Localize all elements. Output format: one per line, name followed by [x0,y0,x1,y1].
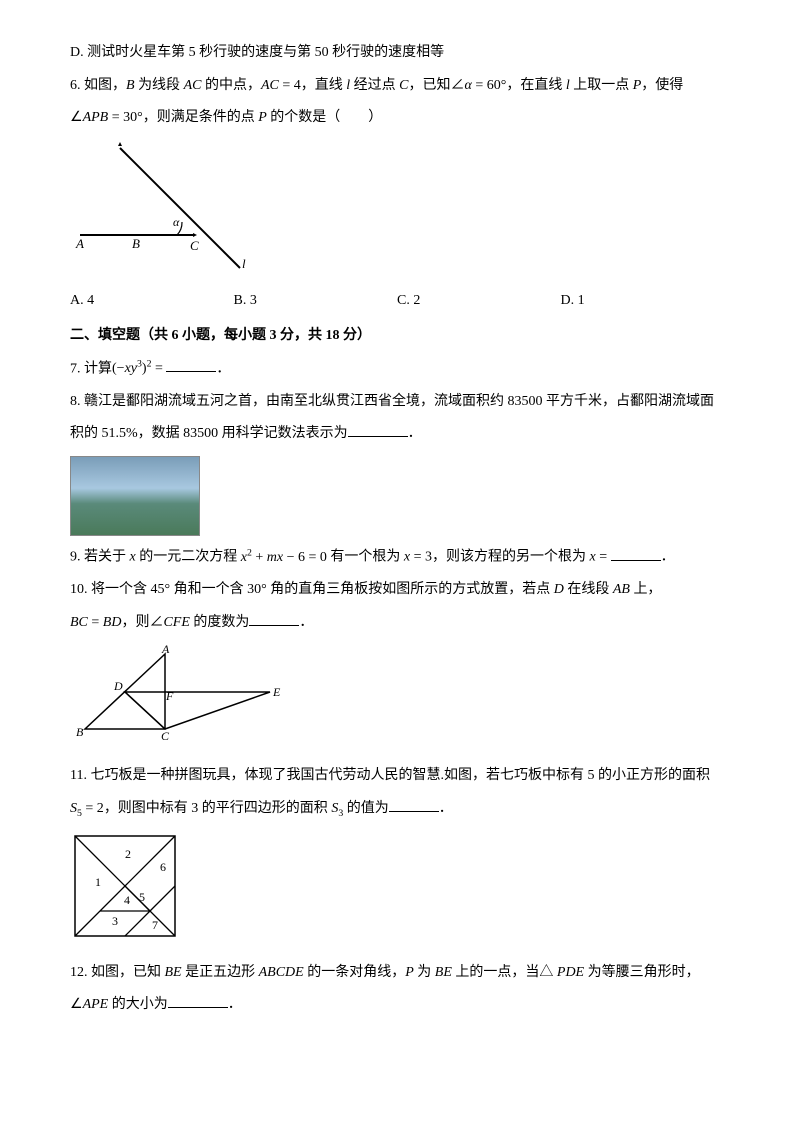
tangram-7: 7 [152,918,158,932]
q6-text: 6. 如图，B 为线段 AC 的中点，AC = 4，直线 l 经过点 C，已知∠… [70,73,724,100]
t: ，已知 [408,78,450,93]
q11-figure: 1 2 3 4 5 6 7 [70,831,724,952]
t: 的中点， [205,78,261,93]
opt-d: D. 1 [561,288,725,315]
q10-figure: A B C D E F [70,644,724,755]
q10-l2: BC = BD，则∠CFE 的度数为． [70,610,724,637]
t: ，则满足条件的点 [143,110,255,125]
t: 的值为 [347,801,389,816]
t: 积的 51.5%，数据 83500 用科学记数法表示为 [70,426,348,441]
t: ，则 [121,615,149,630]
label-E: E [272,685,281,699]
t: 的大小为 [112,997,168,1012]
label-A: A [75,236,84,251]
t: 上取一点 [573,78,629,93]
t: ，使得 [641,78,683,93]
q8-photo [70,456,724,536]
tangram-5: 5 [139,890,145,904]
t: 为线段 [138,78,180,93]
t: ． [439,801,453,816]
t: 的一元二次方程 [139,550,237,565]
t: 12. 如图，已知 [70,965,161,980]
t: ． [228,997,242,1012]
q11-l2: S5 = 2，则图中标有 3 的平行四边形的面积 S3 的值为． [70,796,724,823]
t: ，则图中标有 3 的平行四边形的面积 [104,801,328,816]
t: ，在直线 [506,78,562,93]
q12-l2: ∠APE 的大小为． [70,992,724,1019]
t: 10. 将一个含 45° 角和一个含 30° 角的直角三角板按如图所示的方式放置… [70,582,550,597]
t: ． [408,426,422,441]
q11-l1: 11. 七巧板是一种拼图玩具，体现了我国古代劳动人民的智慧.如图，若七巧板中标有… [70,763,724,790]
label-D: D [113,679,123,693]
q7-suffix: ． [216,361,230,376]
label-l: l [242,256,246,270]
section-2-title: 二、填空题（共 6 小题，每小题 3 分，共 18 分） [70,323,724,350]
t: 上的一点，当 [455,965,539,980]
q8-l1: 8. 赣江是鄱阳湖流域五河之首，由南至北纵贯江西省全境，流域面积约 83500 … [70,389,724,416]
label-C: C [161,729,170,743]
tangram-3: 3 [112,914,118,928]
label-alpha: α [173,215,180,229]
t: 有一个根为 [330,550,400,565]
q6-options: A. 4 B. 3 C. 2 D. 1 [70,288,724,315]
q5-option-d: D. 测试时火星车第 5 秒行驶的速度与第 50 秒行驶的速度相等 [70,40,724,67]
q10-l1: 10. 将一个含 45° 角和一个含 30° 角的直角三角板按如图所示的方式放置… [70,577,724,604]
t: 在线段 [567,582,609,597]
opt-b: B. 3 [234,288,398,315]
t: 是正五边形 [185,965,255,980]
t: 经过点 [354,78,396,93]
opt-c: C. 2 [397,288,561,315]
tangram-4: 4 [124,893,130,907]
label-B: B [132,236,140,251]
label-A: A [161,644,170,656]
opt-a: A. 4 [70,288,234,315]
t: 的一条对角线， [307,965,405,980]
t: 为 [417,965,431,980]
t: 9. 若关于 [70,550,126,565]
t: 上， [633,582,661,597]
q12-l1: 12. 如图，已知 BE 是正五边形 ABCDE 的一条对角线，P 为 BE 上… [70,960,724,987]
t: 的度数为 [193,615,249,630]
t: ，直线 [301,78,343,93]
tangram-1: 1 [95,875,101,889]
q6-text-2: ∠APB = 30°，则满足条件的点 P 的个数是（ ） [70,105,724,132]
q6-figure: A B C α l [70,140,724,281]
t: ． [299,615,313,630]
t: ． [661,550,675,565]
tangram-6: 6 [160,860,166,874]
q6-prefix: 6. 如图， [70,78,126,93]
label-B: B [76,725,84,739]
q7: 7. 计算(−xy3)2 = ． [70,356,724,383]
t: ，则该方程的另一个根为 [432,550,586,565]
q9: 9. 若关于 x 的一元二次方程 x2 + mx − 6 = 0 有一个根为 x… [70,544,724,571]
t: 为等腰三角形时， [588,965,700,980]
label-C: C [190,238,199,253]
t: 的个数是（ ） [270,110,382,125]
q7-prefix: 7. 计算 [70,361,112,376]
label-F: F [165,689,174,703]
tangram-2: 2 [125,847,131,861]
q8-l2: 积的 51.5%，数据 83500 用科学记数法表示为 ． [70,421,724,448]
